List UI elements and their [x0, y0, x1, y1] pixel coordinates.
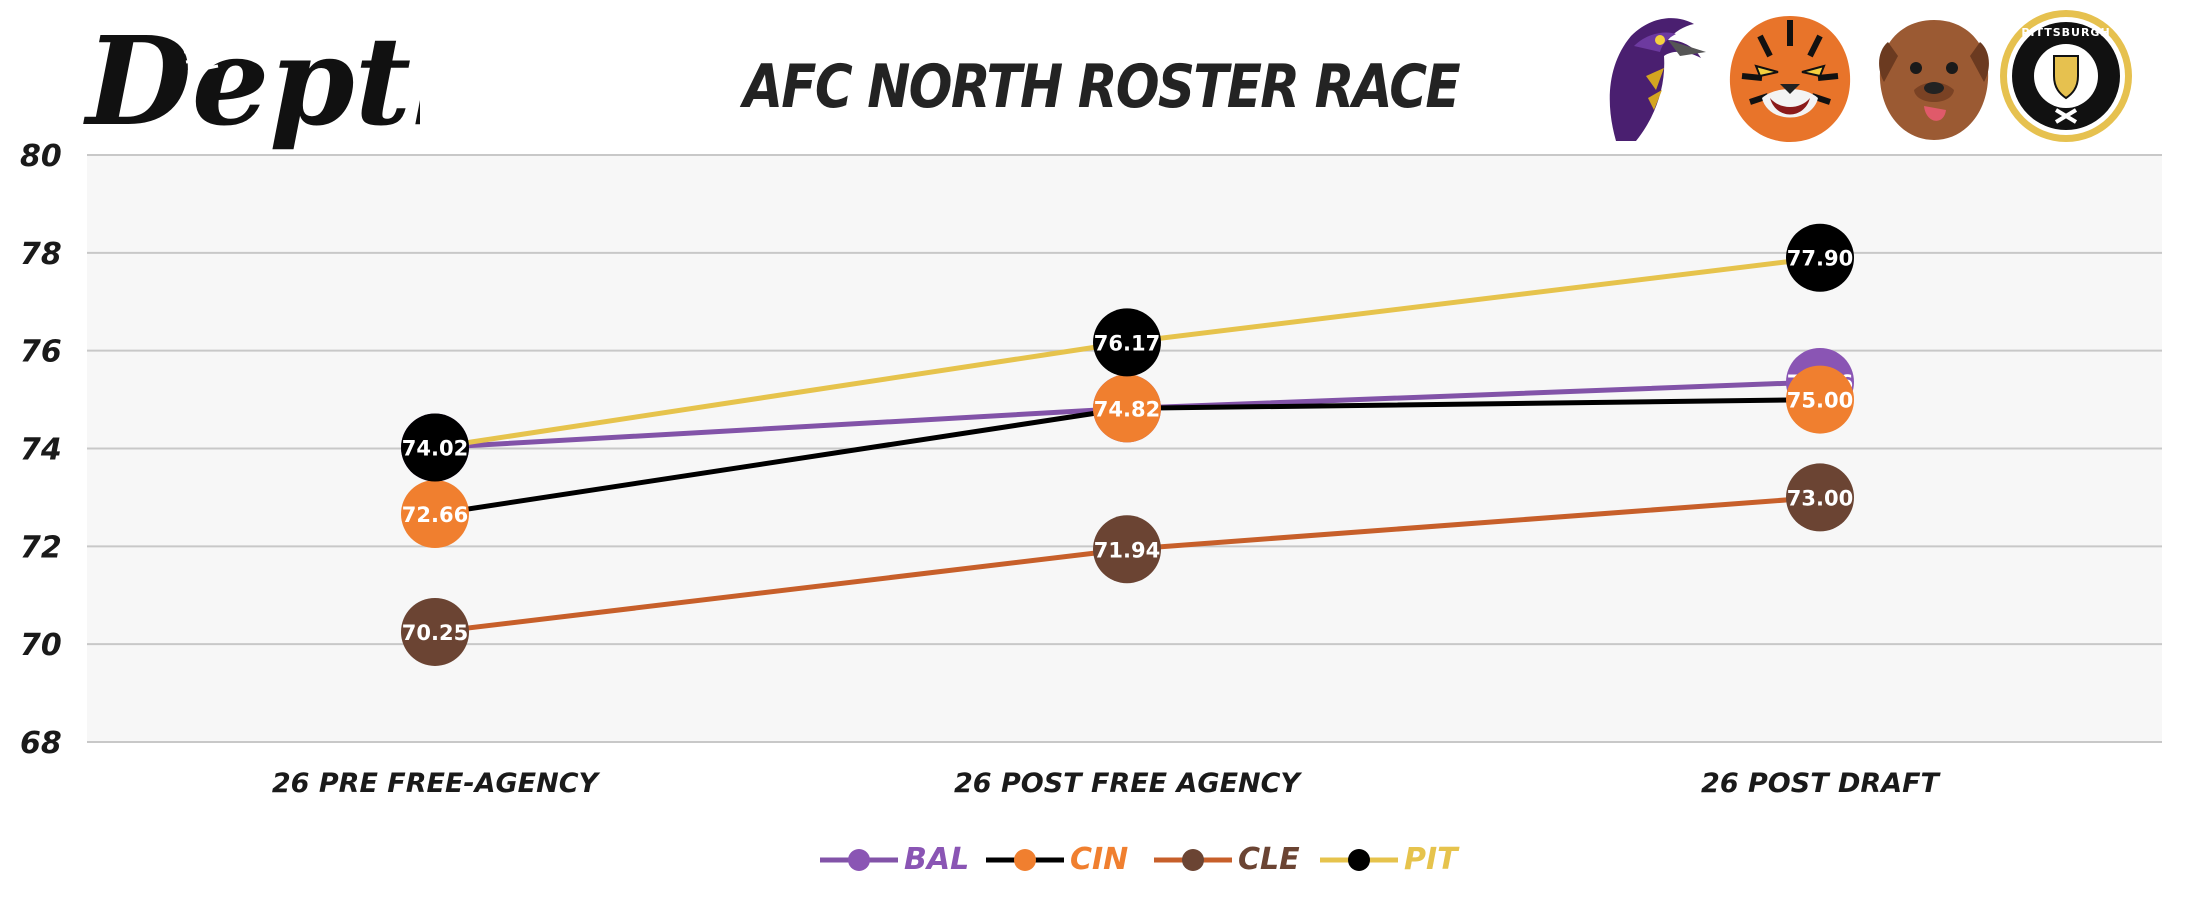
data-label-cle: 71.94 [1094, 538, 1160, 562]
legend-label-bal: BAL [904, 842, 970, 877]
y-tick-label: 76 [20, 335, 62, 370]
pittsburgh-seal-icon: PITTSBURGH [2000, 10, 2132, 142]
data-point-cin: 75.00 [1786, 365, 1854, 434]
data-label-cle: 70.25 [402, 621, 468, 645]
data-label-cin: 72.66 [402, 503, 468, 527]
marker-cin [401, 480, 469, 549]
marker-pit [1093, 308, 1161, 377]
data-label-cin: 75.00 [1787, 389, 1853, 413]
marker-cle [401, 597, 469, 666]
legend-item-cin: CIN [984, 836, 1128, 884]
legend-swatch-cle [1154, 849, 1232, 871]
data-markers: 74.0274.8275.3672.6674.8275.0070.2571.94… [401, 223, 1854, 666]
marker-cle [1786, 463, 1854, 532]
legend-item-bal: BAL [818, 836, 969, 884]
chart-title: AFC NORTH ROSTER RACE [743, 52, 1461, 122]
x-tick-label: 26 POST DRAFT [1701, 768, 1942, 799]
y-tick-label: 78 [20, 237, 62, 272]
marker-cin [1786, 365, 1854, 434]
y-tick-label: 80 [20, 139, 62, 174]
seal-text: PITTSBURGH [2021, 26, 2110, 39]
x-tick-label: 26 PRE FREE-AGENCY [272, 768, 601, 799]
y-tick-label: 74 [20, 433, 62, 468]
legend-item-cle: CLE [1152, 836, 1300, 884]
data-label-pit: 74.02 [402, 437, 468, 461]
legend-item-pit: PIT [1318, 836, 1458, 884]
marker-cle [1093, 515, 1161, 584]
chart-legend: BAL CIN CLE PIT [0, 836, 2186, 884]
legend-swatch-bal [820, 849, 898, 871]
data-point-cle: 73.00 [1786, 463, 1854, 532]
data-point-cle: 71.94 [1093, 515, 1161, 584]
x-tick-label: 26 POST FREE AGENCY [954, 768, 1302, 799]
y-tick-label: 68 [20, 726, 62, 761]
data-point-cin: 74.82 [1093, 374, 1161, 443]
team-mascots: PITTSBURGH [1576, 6, 2136, 146]
y-tick-label: 70 [20, 628, 62, 663]
legend-label-pit: PIT [1404, 842, 1458, 877]
y-tick-label: 72 [20, 530, 62, 565]
data-label-cle: 73.00 [1787, 486, 1853, 510]
data-point-pit: 77.90 [1786, 223, 1854, 292]
tiger-mascot-icon [1729, 16, 1851, 142]
marker-pit [1786, 223, 1854, 292]
data-point-pit: 74.02 [401, 413, 469, 482]
data-point-cle: 70.25 [401, 597, 469, 666]
data-label-pit: 76.17 [1094, 331, 1160, 355]
data-label-pit: 77.90 [1787, 247, 1853, 271]
x-axis-ticks: 26 PRE FREE-AGENCY 26 POST FREE AGENCY 26 … [272, 768, 1942, 799]
legend-label-cin: CIN [1070, 842, 1129, 877]
dog-mascot-icon [1879, 20, 1989, 140]
legend-swatch-cin [986, 849, 1064, 871]
raven-mascot-icon [1609, 18, 1706, 141]
data-label-cin: 74.82 [1094, 397, 1160, 421]
logo-stripes [179, 24, 221, 74]
marker-cin [1093, 374, 1161, 443]
y-axis-ticks: 68 70 72 74 76 78 80 [20, 139, 62, 761]
data-point-pit: 76.17 [1093, 308, 1161, 377]
marker-pit [401, 413, 469, 482]
legend-swatch-pit [1320, 849, 1398, 871]
data-point-cin: 72.66 [401, 480, 469, 549]
legend-label-cle: CLE [1238, 842, 1300, 877]
